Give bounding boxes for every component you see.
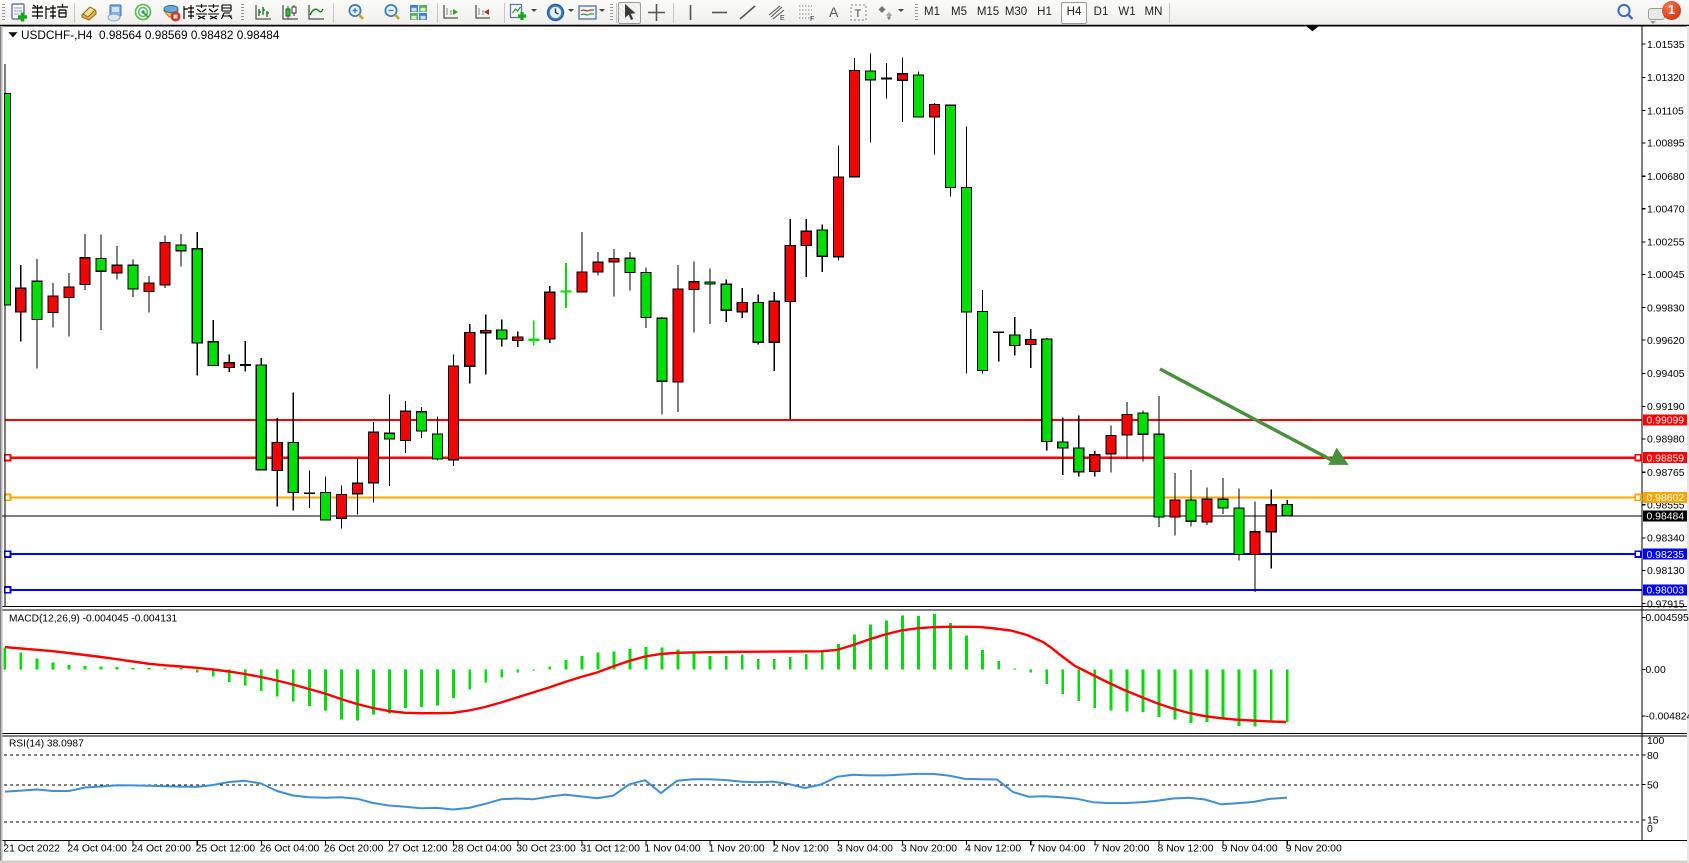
svg-text:0.004595: 0.004595 [1646,613,1689,624]
svg-text:3 Nov 20:00: 3 Nov 20:00 [901,844,957,855]
svg-text:0.98765: 0.98765 [1647,468,1685,479]
svg-text:1 Nov 20:00: 1 Nov 20:00 [709,844,765,855]
svg-text:30 Oct 23:00: 30 Oct 23:00 [516,844,576,855]
svg-text:1.01535: 1.01535 [1647,40,1685,51]
svg-text:26 Oct 20:00: 26 Oct 20:00 [324,844,384,855]
svg-text:1.00895: 1.00895 [1647,139,1685,150]
svg-text:-0.004824: -0.004824 [1646,712,1689,723]
svg-text:7 Nov 04:00: 7 Nov 04:00 [1029,844,1085,855]
svg-text:80: 80 [1647,751,1659,762]
svg-text:1.00045: 1.00045 [1647,270,1685,281]
svg-text:24 Oct 20:00: 24 Oct 20:00 [132,844,192,855]
svg-text:0.98484: 0.98484 [1647,512,1685,523]
svg-text:USDCHF-,H4 0.98564 0.98569 0.: USDCHF-,H4 0.98564 0.98569 0.98482 0.984… [21,28,280,42]
svg-text:0.99620: 0.99620 [1647,336,1685,347]
svg-text:0.98859: 0.98859 [1647,453,1685,464]
svg-text:4 Nov 12:00: 4 Nov 12:00 [965,844,1021,855]
svg-text:8 Nov 12:00: 8 Nov 12:00 [1157,844,1213,855]
svg-text:0.98340: 0.98340 [1647,534,1685,545]
svg-text:1.00255: 1.00255 [1647,238,1685,249]
svg-text:24 Oct 04:00: 24 Oct 04:00 [67,844,127,855]
svg-text:MACD(12,26,9) -0.004045 -0.004: MACD(12,26,9) -0.004045 -0.004131 [9,613,178,624]
svg-text:F: F [810,16,814,22]
svg-text:0.99405: 0.99405 [1647,369,1685,380]
svg-text:9 Nov 04:00: 9 Nov 04:00 [1222,844,1278,855]
svg-text:RSI(14) 38.0987: RSI(14) 38.0987 [9,739,84,750]
svg-text:0.99190: 0.99190 [1647,402,1685,413]
svg-text:E: E [780,15,785,22]
svg-text:1.01105: 1.01105 [1647,106,1684,117]
svg-text:0.99099: 0.99099 [1647,416,1685,427]
svg-text:15: 15 [1647,816,1659,827]
svg-text:26 Oct 04:00: 26 Oct 04:00 [260,844,320,855]
svg-text:T: T [855,8,862,20]
svg-text:0.98130: 0.98130 [1647,566,1685,577]
svg-text:28 Oct 04:00: 28 Oct 04:00 [452,844,512,855]
svg-text:1.00680: 1.00680 [1647,172,1685,183]
svg-text:21 Oct 2022: 21 Oct 2022 [3,844,60,855]
svg-text:50: 50 [1647,780,1659,791]
svg-text:0.98980: 0.98980 [1647,435,1685,446]
svg-text:9 Nov 20:00: 9 Nov 20:00 [1286,844,1342,855]
svg-text:100: 100 [1647,736,1665,747]
svg-text:1.01320: 1.01320 [1647,73,1685,84]
svg-text:1.00470: 1.00470 [1647,204,1685,215]
svg-text:25 Oct 12:00: 25 Oct 12:00 [196,844,256,855]
svg-text:0.98003: 0.98003 [1647,586,1685,597]
svg-text:0.98555: 0.98555 [1647,500,1685,511]
svg-text:0: 0 [1647,824,1653,835]
svg-text:3 Nov 04:00: 3 Nov 04:00 [837,844,893,855]
svg-text:0.00: 0.00 [1646,665,1666,676]
svg-text:2 Nov 12:00: 2 Nov 12:00 [773,844,829,855]
svg-text:27 Oct 12:00: 27 Oct 12:00 [388,844,448,855]
svg-text:0.98235: 0.98235 [1647,550,1685,561]
svg-text:0.97915: 0.97915 [1647,599,1685,610]
svg-text:7 Nov 20:00: 7 Nov 20:00 [1093,844,1149,855]
svg-text:0.98602: 0.98602 [1647,493,1685,504]
svg-text:31 Oct 12:00: 31 Oct 12:00 [580,844,640,855]
svg-text:0.99830: 0.99830 [1647,303,1685,314]
svg-text:1 Nov 04:00: 1 Nov 04:00 [645,844,701,855]
